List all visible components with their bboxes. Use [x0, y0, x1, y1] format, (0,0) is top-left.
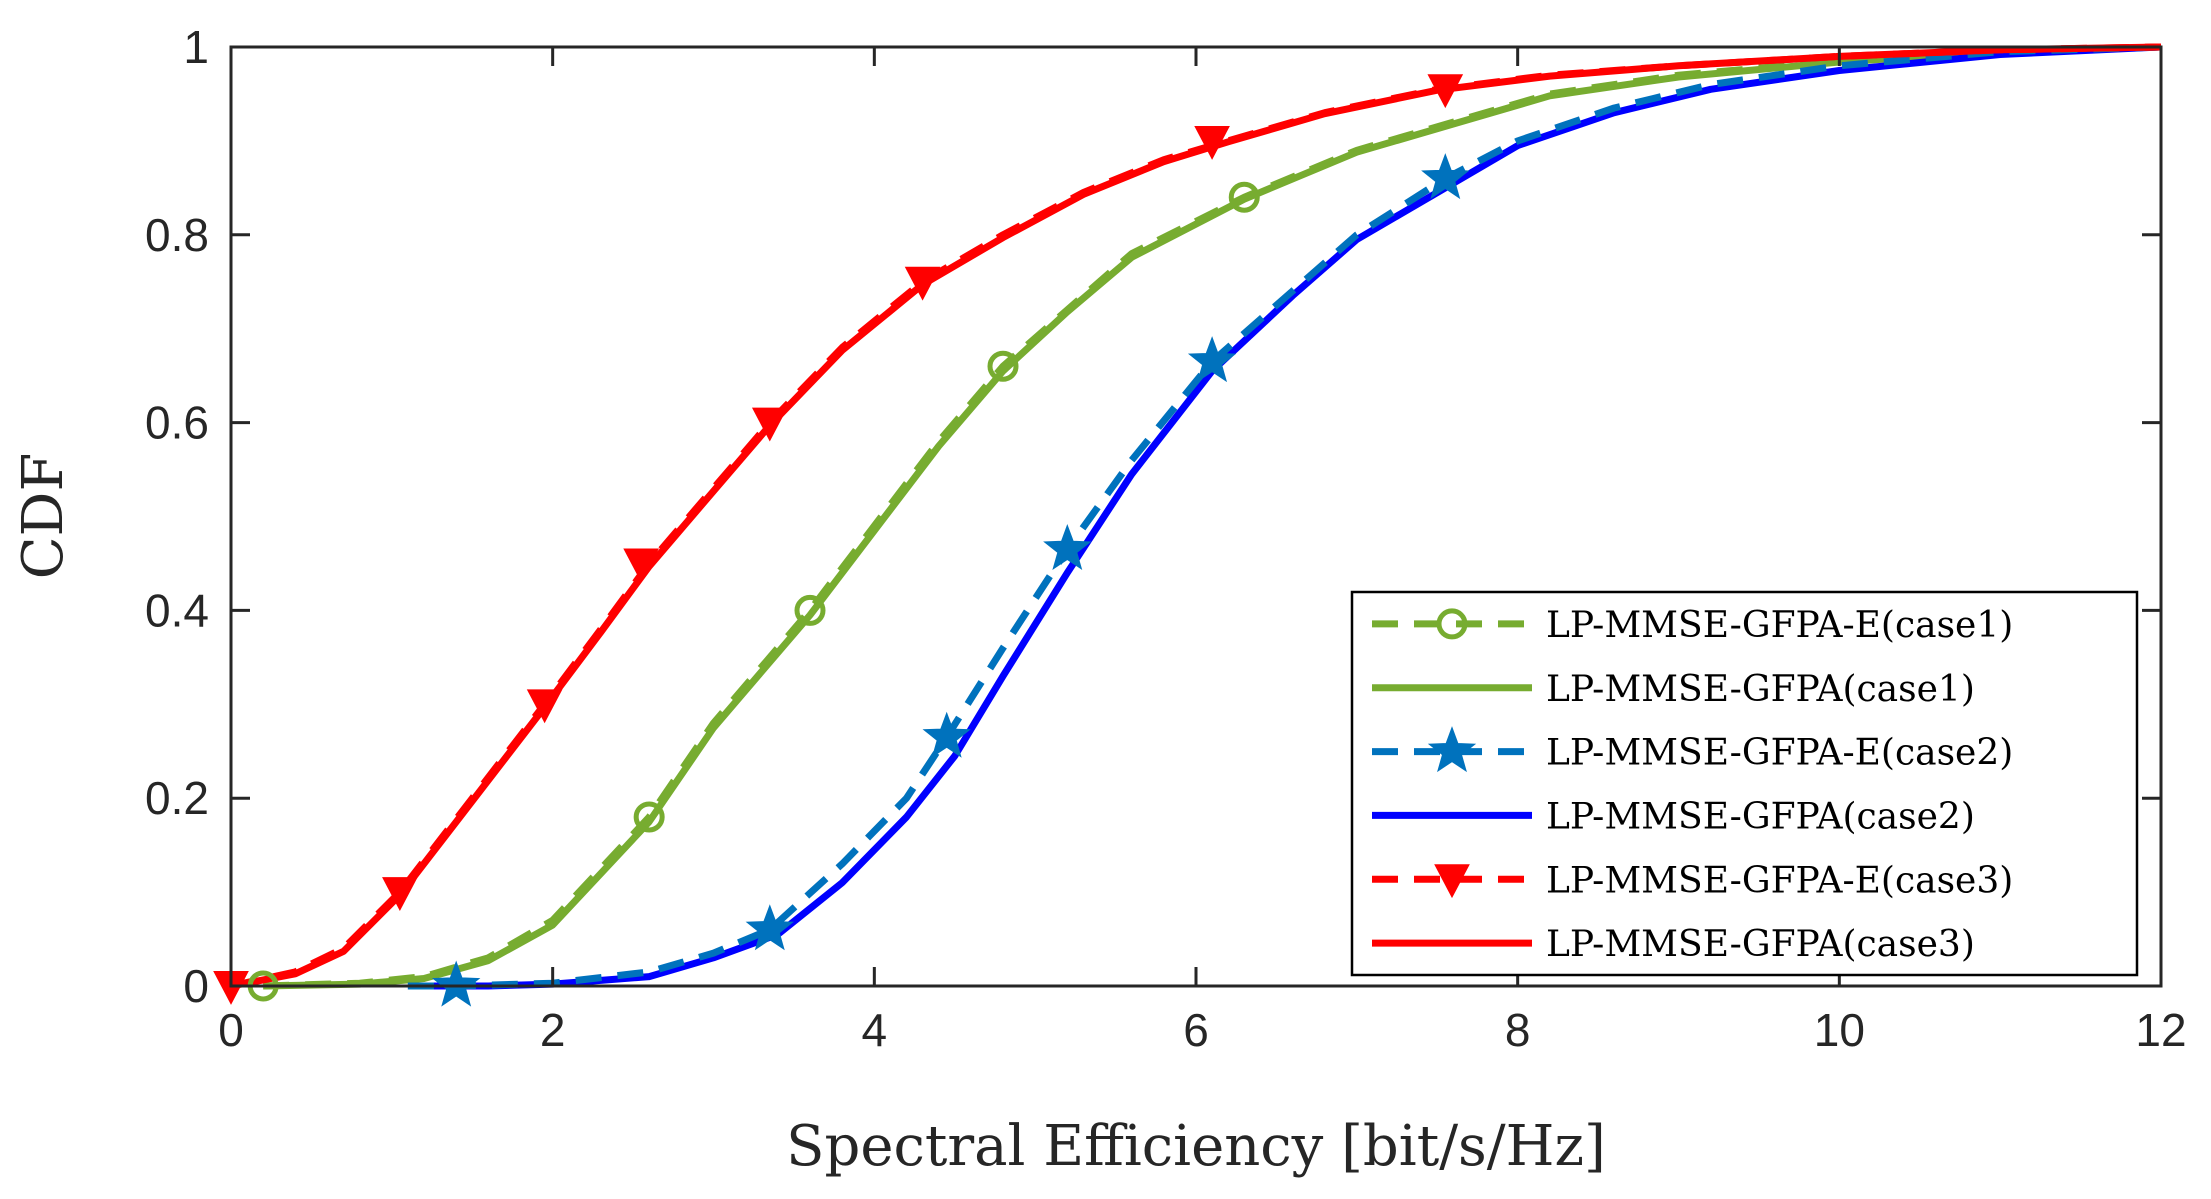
y-tick-label: 0.6: [145, 397, 209, 449]
series-marker-2: [431, 960, 481, 1007]
series-marker-0: [987, 350, 1019, 382]
series-marker-2: [745, 904, 794, 951]
axis-ticks: 0 2 4 6 8 10 12 0 0.2 0.4 0.6 0.8 1: [145, 21, 2187, 1056]
series-marker-2: [1421, 153, 1470, 200]
series-marker-4: [1194, 125, 1230, 160]
x-tick-label: 12: [2135, 1004, 2186, 1056]
y-tick-label: 0.2: [145, 772, 209, 824]
x-tick-label: 8: [1505, 1004, 1531, 1056]
y-tick-label: 0.8: [145, 209, 209, 261]
legend-marker: [1434, 864, 1470, 899]
series-marker-4: [623, 548, 659, 583]
legend-marker: [1427, 726, 1477, 773]
series-line-3: [407, 43, 2162, 990]
legend-label: LP-MMSE-GFPA-E(case1): [1546, 605, 2013, 646]
series-marker-4: [751, 407, 788, 442]
legend-label: LP-MMSE-GFPA(case2): [1546, 796, 1975, 837]
legend-box: [1350, 590, 2139, 977]
legend-label: LP-MMSE-GFPA-E(case3): [1546, 860, 2013, 901]
y-axis-title: CDF: [11, 453, 76, 580]
legend-label: LP-MMSE-GFPA-E(case2): [1546, 733, 2013, 774]
x-tick-label: 10: [1814, 1004, 1865, 1056]
series-marker-0: [794, 594, 826, 626]
x-tick-label: 2: [540, 1004, 566, 1056]
y-tick-label: 1: [183, 21, 209, 73]
legend-label: LP-MMSE-GFPA(case1): [1546, 669, 1975, 710]
legend: LP-MMSE-GFPA-E(case1) LP-MMSE-GFPA(case1)…: [1350, 590, 2139, 977]
x-tick-label: 6: [1183, 1004, 1209, 1056]
series-marker-4: [382, 877, 418, 912]
y-tick-label: 0: [183, 960, 209, 1012]
series-marker-0: [1228, 181, 1260, 213]
legend-marker: [1436, 608, 1468, 640]
series-line-0: [263, 43, 2162, 990]
series-marker-0: [633, 801, 665, 833]
series-markers: [213, 74, 1470, 1007]
series-marker-4: [1427, 74, 1464, 109]
x-tick-label: 4: [862, 1004, 888, 1056]
series-marker-2: [922, 711, 971, 758]
series-marker-4: [526, 689, 563, 724]
series-marker-2: [1043, 523, 1092, 570]
x-tick-label: 0: [218, 1004, 244, 1056]
series-marker-4: [904, 266, 941, 301]
y-tick-label: 0.4: [145, 584, 209, 636]
series-marker-2: [1187, 336, 1237, 383]
series-line-2: [407, 43, 2162, 990]
legend-label: LP-MMSE-GFPA(case3): [1546, 924, 1975, 965]
x-axis-title: Spectral Efficiency [bit/s/Hz]: [786, 1114, 1606, 1179]
